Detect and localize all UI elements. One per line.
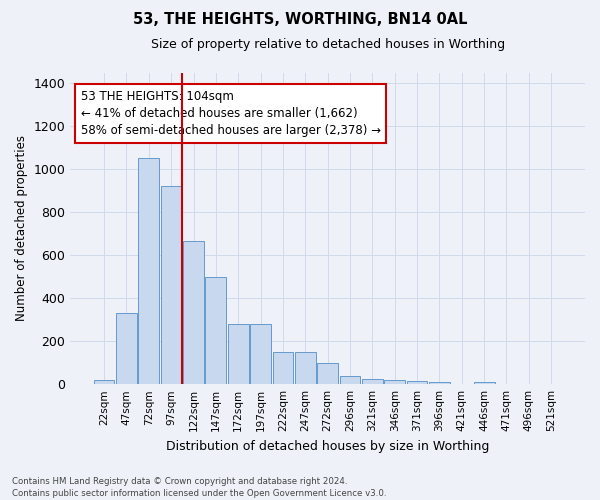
Bar <box>362 380 383 384</box>
Bar <box>228 324 248 384</box>
Y-axis label: Number of detached properties: Number of detached properties <box>15 136 28 322</box>
Bar <box>272 352 293 384</box>
Bar <box>407 381 427 384</box>
Bar <box>317 362 338 384</box>
X-axis label: Distribution of detached houses by size in Worthing: Distribution of detached houses by size … <box>166 440 490 452</box>
Bar <box>139 158 159 384</box>
Bar <box>205 276 226 384</box>
Bar <box>295 352 316 384</box>
Text: 53, THE HEIGHTS, WORTHING, BN14 0AL: 53, THE HEIGHTS, WORTHING, BN14 0AL <box>133 12 467 28</box>
Bar <box>429 382 450 384</box>
Bar <box>116 313 137 384</box>
Text: Contains HM Land Registry data © Crown copyright and database right 2024.
Contai: Contains HM Land Registry data © Crown c… <box>12 476 386 498</box>
Title: Size of property relative to detached houses in Worthing: Size of property relative to detached ho… <box>151 38 505 51</box>
Bar <box>94 380 115 384</box>
Bar <box>183 241 204 384</box>
Bar <box>161 186 182 384</box>
Bar <box>385 380 405 384</box>
Bar <box>340 376 361 384</box>
Bar <box>250 324 271 384</box>
Text: 53 THE HEIGHTS: 104sqm
← 41% of detached houses are smaller (1,662)
58% of semi-: 53 THE HEIGHTS: 104sqm ← 41% of detached… <box>80 90 380 136</box>
Bar <box>474 382 494 384</box>
